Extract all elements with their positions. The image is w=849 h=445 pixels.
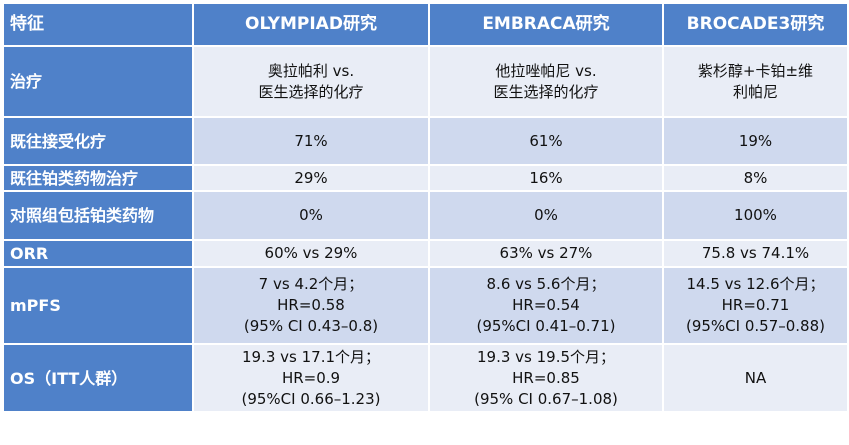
table-row: 对照组包括铂类药物 0% 0% 100% bbox=[2, 190, 849, 241]
data-cell: 75.8 vs 74.1% bbox=[662, 239, 849, 268]
data-cell: 19.3 vs 19.5个月； HR=0.85 (95% CI 0.67–1.08) bbox=[428, 343, 664, 413]
cell-line: 利帕尼 bbox=[732, 82, 778, 101]
cell-line: 0% bbox=[299, 206, 323, 224]
cell-line: 100% bbox=[734, 206, 777, 224]
cell-line: 29% bbox=[294, 168, 328, 187]
table-row: ORR 60% vs 29% 63% vs 27% 75.8 vs 74.1% bbox=[2, 239, 849, 268]
table-row: 治疗 奥拉帕利 vs. 医生选择的化疗 他拉唑帕尼 vs. 医生选择的化疗 紫杉醇+卡铂±… bbox=[2, 45, 849, 118]
data-cell: 29% bbox=[192, 164, 430, 192]
cell-line: HR=0.58 bbox=[277, 296, 345, 314]
cell-line: (95%CI 0.57–0.88) bbox=[685, 317, 825, 335]
data-cell: 100% bbox=[662, 190, 849, 241]
data-cell: 19.3 vs 17.1个月； HR=0.9 (95%CI 0.66–1.23) bbox=[192, 343, 430, 413]
cell-line: 14.5 vs 12.6个月； bbox=[686, 275, 825, 293]
cell-line: 63% vs 27% bbox=[499, 244, 593, 262]
table-body: 治疗 奥拉帕利 vs. 医生选择的化疗 他拉唑帕尼 vs. 医生选择的化疗 紫杉醇+卡铂±… bbox=[2, 45, 849, 413]
row-label: 既往铂类药物治疗 bbox=[2, 164, 194, 192]
cell-line: 19% bbox=[738, 131, 773, 150]
cell-line: NA bbox=[744, 368, 767, 387]
cell-line: 19.3 vs 17.1个月； bbox=[241, 347, 381, 366]
cell-line: 医生选择的化疗 bbox=[258, 82, 364, 101]
data-cell: 63% vs 27% bbox=[428, 239, 664, 268]
row-label: 治疗 bbox=[2, 45, 194, 118]
table-row: 既往铂类药物治疗 29% 16% 8% bbox=[2, 164, 849, 192]
cell-line: (95% CI 0.43–0.8) bbox=[243, 317, 379, 335]
cell-line: 75.8 vs 74.1% bbox=[701, 244, 810, 262]
cell-line: 8.6 vs 5.6个月； bbox=[486, 275, 606, 293]
row-label: mPFS bbox=[2, 266, 194, 345]
cell-line: 他拉唑帕尼 vs. bbox=[495, 61, 597, 80]
data-cell: 紫杉醇+卡铂±维 利帕尼 bbox=[662, 45, 849, 118]
data-cell: 0% bbox=[192, 190, 430, 241]
cell-line: 19.3 vs 19.5个月； bbox=[476, 347, 616, 366]
cell-line: HR=0.54 bbox=[512, 296, 580, 314]
header-cell: EMBRACA研究 bbox=[428, 2, 664, 47]
data-cell: 14.5 vs 12.6个月； HR=0.71 (95%CI 0.57–0.88) bbox=[662, 266, 849, 345]
cell-line: 8% bbox=[743, 168, 768, 187]
cell-line: HR=0.9 bbox=[281, 368, 341, 387]
table-row: 既往接受化疗 71% 61% 19% bbox=[2, 116, 849, 166]
header-cell: 特征 bbox=[2, 2, 194, 47]
data-cell: 他拉唑帕尼 vs. 医生选择的化疗 bbox=[428, 45, 664, 118]
header-cell: OLYMPIAD研究 bbox=[192, 2, 430, 47]
data-cell: 60% vs 29% bbox=[192, 239, 430, 268]
row-label: 既往接受化疗 bbox=[2, 116, 194, 166]
header-cell: BROCADE3研究 bbox=[662, 2, 849, 47]
cell-line: (95%CI 0.41–0.71) bbox=[476, 317, 616, 335]
row-label: 对照组包括铂类药物 bbox=[2, 190, 194, 241]
data-cell: 奥拉帕利 vs. 医生选择的化疗 bbox=[192, 45, 430, 118]
cell-line: 奥拉帕利 vs. bbox=[267, 61, 355, 80]
row-label: ORR bbox=[2, 239, 194, 268]
data-cell: 16% bbox=[428, 164, 664, 192]
cell-line: 60% vs 29% bbox=[264, 244, 358, 262]
data-cell: 71% bbox=[192, 116, 430, 166]
comparison-table: 特征 OLYMPIAD研究 EMBRACA研究 BROCADE3研究 治疗 奥拉帕利 v… bbox=[2, 2, 849, 413]
cell-line: HR=0.71 bbox=[721, 296, 790, 314]
cell-line: 16% bbox=[529, 168, 563, 187]
cell-line: 医生选择的化疗 bbox=[493, 82, 599, 101]
row-label: OS（ITT人群） bbox=[2, 343, 194, 413]
cell-line: (95% CI 0.67–1.08) bbox=[474, 389, 618, 408]
data-cell: 61% bbox=[428, 116, 664, 166]
data-cell: 7 vs 4.2个月； HR=0.58 (95% CI 0.43–0.8) bbox=[192, 266, 430, 345]
table-row: OS（ITT人群） 19.3 vs 17.1个月； HR=0.9 (95%CI 0.6… bbox=[2, 343, 849, 413]
table-row: mPFS 7 vs 4.2个月； HR=0.58 (95% CI 0.43–0.8) 8… bbox=[2, 266, 849, 345]
cell-line: HR=0.85 bbox=[512, 368, 580, 387]
cell-line: 71% bbox=[294, 131, 328, 150]
cell-line: 0% bbox=[534, 206, 558, 224]
data-cell: 19% bbox=[662, 116, 849, 166]
data-cell: NA bbox=[662, 343, 849, 413]
data-cell: 8% bbox=[662, 164, 849, 192]
cell-line: 61% bbox=[529, 131, 563, 150]
cell-line: 紫杉醇+卡铂±维 bbox=[697, 61, 814, 80]
cell-line: 7 vs 4.2个月； bbox=[258, 275, 364, 293]
cell-line: (95%CI 0.66–1.23) bbox=[241, 389, 381, 408]
data-cell: 8.6 vs 5.6个月； HR=0.54 (95%CI 0.41–0.71) bbox=[428, 266, 664, 345]
header-row: 特征 OLYMPIAD研究 EMBRACA研究 BROCADE3研究 bbox=[2, 2, 849, 47]
data-cell: 0% bbox=[428, 190, 664, 241]
